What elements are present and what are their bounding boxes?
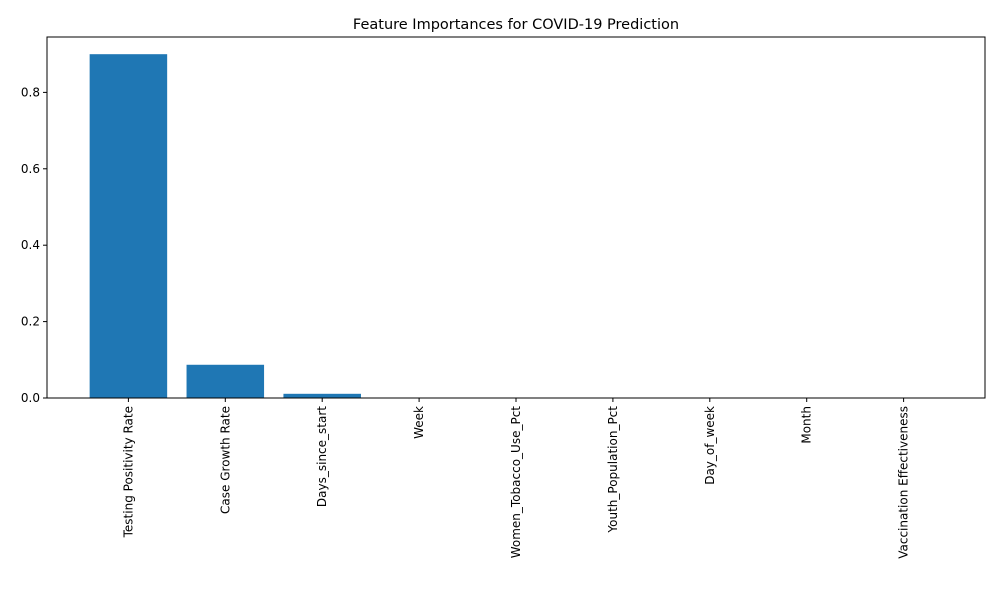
chart-title: Feature Importances for COVID-19 Predict… [353, 17, 679, 33]
y-tick-label: 0.0 [21, 391, 40, 405]
plot-frame [46, 36, 986, 399]
bar-case-growth-rate [186, 364, 265, 398]
x-tick-label: Testing Positivity Rate [121, 406, 135, 538]
y-tick-label: 0.8 [21, 85, 40, 99]
x-tick-label: Week [412, 406, 426, 439]
x-axis: Testing Positivity Rate Case Growth Rate D… [121, 398, 911, 559]
bar-testing-positivity-rate [89, 54, 168, 398]
y-tick-label: 0.4 [21, 238, 40, 252]
y-axis: 0.0 0.2 0.4 0.6 0.8 [21, 85, 47, 405]
bars-layer [89, 54, 943, 398]
x-tick-label: Women_Tobacco_Use_Pct [509, 406, 523, 559]
x-tick-label: Days_since_start [315, 406, 329, 507]
x-tick-label: Day_of_week [703, 406, 717, 485]
x-tick-label: Month [800, 406, 814, 444]
bar-days-since-start [283, 393, 361, 398]
y-tick-label: 0.2 [21, 315, 40, 329]
x-tick-label: Youth_Population_Pct [606, 406, 620, 534]
x-tick-label: Case Growth Rate [218, 406, 232, 514]
y-tick-label: 0.6 [21, 162, 40, 176]
x-tick-label: Vaccination Effectiveness [897, 406, 911, 559]
